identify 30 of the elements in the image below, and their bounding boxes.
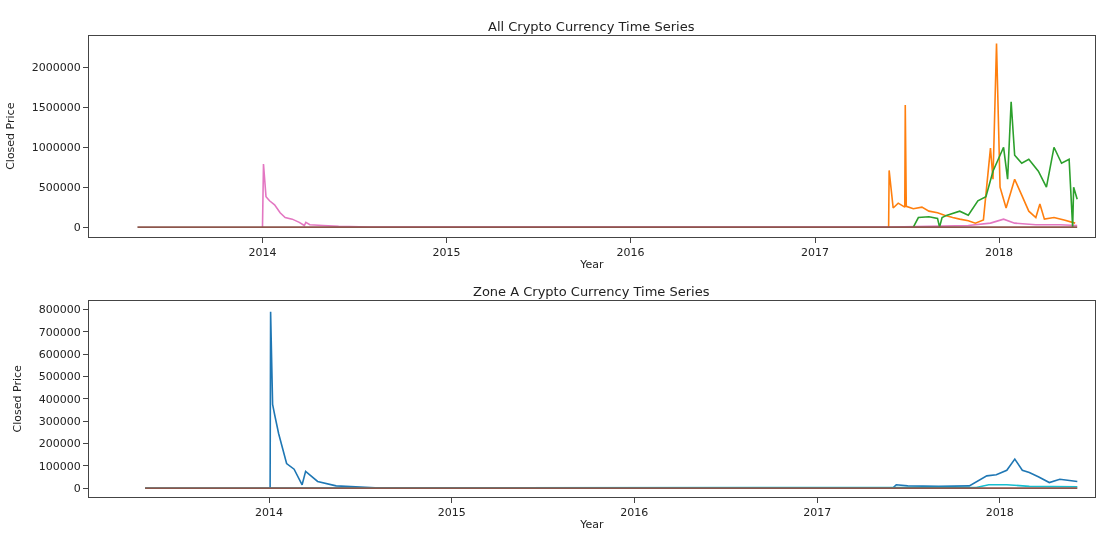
x-tick-label: 2015 xyxy=(437,506,466,520)
x-axis-title: Year xyxy=(579,518,605,532)
y-tick-label: 600000 xyxy=(38,348,81,362)
y-tick-label: 500000 xyxy=(38,370,81,384)
x-tick-label: 2018 xyxy=(985,246,1014,260)
x-axis-title: Year xyxy=(579,258,605,272)
y-tick-label: 2000000 xyxy=(31,61,81,75)
y-tick-label: 200000 xyxy=(38,437,81,451)
y-tick-label: 0 xyxy=(73,220,81,234)
x-tick-label: 2016 xyxy=(620,506,649,520)
chart-title: Zone A Crypto Currency Time Series xyxy=(473,284,710,299)
x-tick-label: 2014 xyxy=(248,246,277,260)
y-tick-label: 500000 xyxy=(38,181,81,195)
y-axis-title: Closed Price xyxy=(10,365,24,433)
y-tick-label: 700000 xyxy=(38,325,81,339)
chart-title: All Crypto Currency Time Series xyxy=(488,19,695,34)
y-tick-label: 300000 xyxy=(38,415,81,429)
x-tick-label: 2017 xyxy=(803,506,832,520)
x-tick-label: 2014 xyxy=(255,506,284,520)
y-tick-label: 1000000 xyxy=(31,141,81,155)
x-tick-label: 2015 xyxy=(432,246,461,260)
y-tick-label: 0 xyxy=(73,481,81,495)
x-tick-label: 2017 xyxy=(801,246,830,260)
y-axis-title: Closed Price xyxy=(3,102,17,170)
y-tick-label: 400000 xyxy=(38,392,81,406)
y-tick-label: 800000 xyxy=(38,303,81,317)
x-tick-label: 2018 xyxy=(985,506,1014,520)
y-tick-label: 1500000 xyxy=(31,101,81,115)
x-tick-label: 2016 xyxy=(616,246,645,260)
y-tick-label: 100000 xyxy=(38,459,81,473)
